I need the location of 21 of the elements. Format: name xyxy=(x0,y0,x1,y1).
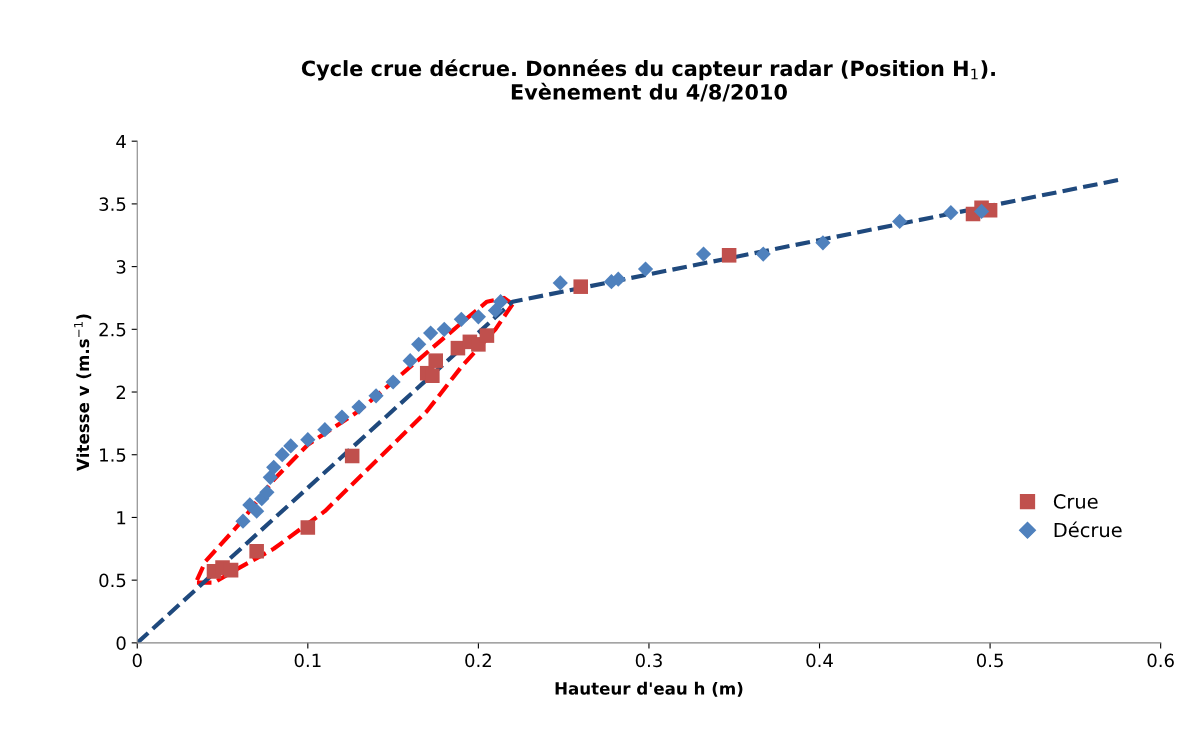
y-tick-label: 3 xyxy=(116,260,126,274)
y-tick-label: 0 xyxy=(116,636,126,650)
x-tick-label: 0 xyxy=(132,653,142,668)
x-tick-label: 0.1 xyxy=(294,653,321,668)
y-axis-title: Vitesse v (m.s$^{−1}$) xyxy=(74,314,92,472)
legend-label: Crue xyxy=(1053,494,1098,509)
x-tick-label: 0.5 xyxy=(976,653,1003,668)
y-tick-label: 4 xyxy=(116,134,126,149)
chart-title: Cycle crue décrue. Données du capteur radar (Position H$_{1}$). Evènement du 4/8/2010 xyxy=(301,59,995,102)
x-tick-label: 0.3 xyxy=(635,653,662,668)
x-tick-label: 0.4 xyxy=(806,653,833,668)
y-tick-label: 2 xyxy=(116,385,126,399)
x-tick-label: 0.6 xyxy=(1147,653,1174,668)
y-tick-label: 1.5 xyxy=(100,448,126,462)
x-axis-title: Hauteur d'eau h (m) xyxy=(555,681,743,697)
legend-label: Décrue xyxy=(1054,521,1122,538)
y-tick-label: 2.5 xyxy=(99,322,126,337)
y-tick-label: 3.5 xyxy=(99,197,126,212)
y-tick-label: 0.5 xyxy=(99,573,126,588)
x-tick-label: 0.2 xyxy=(465,653,491,668)
y-tick-label: 1 xyxy=(117,511,126,525)
